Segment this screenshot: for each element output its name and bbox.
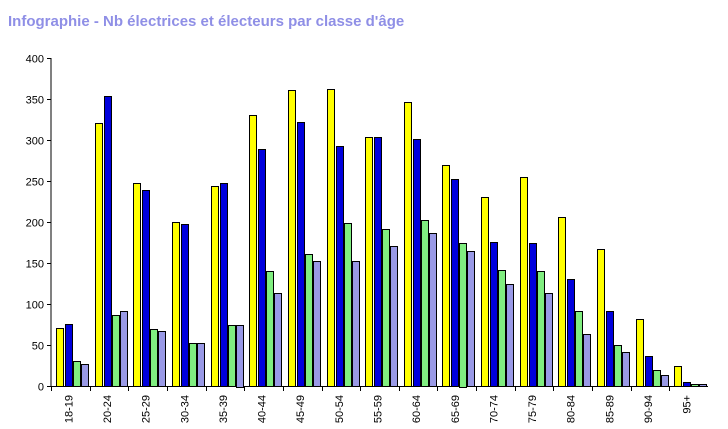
bar — [404, 102, 412, 387]
x-tick-label: 20-24 — [102, 395, 114, 423]
bar — [336, 146, 344, 387]
bar — [56, 328, 64, 387]
x-tick-label: 55-59 — [373, 395, 385, 423]
y-tick-label: 400 — [26, 54, 44, 66]
bar — [661, 375, 669, 387]
bar — [583, 334, 591, 387]
bar — [614, 345, 622, 387]
y-tick-label: 300 — [26, 136, 44, 148]
bar — [181, 224, 189, 387]
bar — [313, 261, 321, 387]
bar — [258, 149, 266, 387]
bar — [172, 222, 180, 387]
x-tick-label: 35-39 — [218, 395, 230, 423]
x-tick-label: 25-29 — [141, 395, 153, 423]
bar — [65, 324, 73, 387]
bar — [228, 325, 236, 387]
y-tick-label: 150 — [26, 259, 44, 271]
y-tick-label: 200 — [26, 218, 44, 230]
x-tick-label: 50-54 — [334, 395, 346, 423]
bar — [104, 96, 112, 387]
bar — [558, 217, 566, 387]
bar — [73, 361, 81, 387]
bar — [390, 246, 398, 387]
bar — [429, 233, 437, 387]
bar — [327, 89, 335, 387]
bar — [266, 271, 274, 387]
bar — [421, 220, 429, 387]
bar — [467, 251, 475, 387]
y-tick-label: 50 — [32, 341, 44, 353]
bar — [352, 261, 360, 387]
x-tick-label: 18-19 — [63, 395, 75, 423]
bar — [506, 284, 514, 387]
bar — [490, 242, 498, 387]
y-tick-label: 100 — [26, 300, 44, 312]
bar — [374, 137, 382, 387]
bar — [120, 311, 128, 387]
bar — [413, 139, 421, 387]
bar — [653, 370, 661, 387]
bar — [606, 311, 614, 387]
bar — [442, 165, 450, 387]
bar — [459, 243, 467, 388]
bar — [133, 183, 141, 387]
x-tick-label: 70-74 — [488, 395, 500, 423]
bar — [211, 186, 219, 387]
bar — [274, 293, 282, 387]
bar — [597, 249, 605, 387]
x-tick-label: 85-89 — [604, 395, 616, 423]
bar — [189, 343, 197, 387]
bar — [305, 254, 313, 387]
x-tick-label: 40-44 — [257, 395, 269, 423]
bar — [112, 315, 120, 387]
x-tick-label: 75-79 — [527, 395, 539, 423]
bar — [220, 183, 228, 387]
x-tick-label: 60-64 — [411, 395, 423, 423]
bar — [691, 384, 699, 387]
bar — [622, 352, 630, 387]
bar — [529, 243, 537, 387]
bar — [365, 137, 373, 387]
bar — [699, 384, 707, 387]
bar — [158, 331, 166, 387]
bar — [95, 123, 103, 387]
y-tick-label: 0 — [38, 382, 44, 394]
bar — [382, 229, 390, 387]
bar — [288, 90, 296, 387]
bar — [674, 366, 682, 387]
bar — [498, 270, 506, 387]
y-tick-label: 250 — [26, 177, 44, 189]
x-tick-label: 80-84 — [566, 395, 578, 423]
bar — [150, 329, 158, 387]
x-tick-label: 90-94 — [643, 395, 655, 423]
bar — [481, 197, 489, 387]
bar — [520, 177, 528, 387]
bar — [297, 122, 305, 387]
x-tick-label: 45-49 — [295, 395, 307, 423]
chart-title: Infographie - Nb électrices et électeurs… — [8, 13, 405, 30]
bar — [249, 115, 257, 387]
bar — [142, 190, 150, 387]
bar — [197, 343, 205, 387]
bar — [537, 271, 545, 387]
x-tick-label: 95+ — [682, 395, 694, 414]
bar — [636, 319, 644, 387]
bar — [683, 382, 691, 387]
x-tick-label: 30-34 — [179, 395, 191, 423]
bar — [344, 223, 352, 387]
bar — [545, 293, 553, 387]
bar — [236, 325, 244, 388]
bar — [575, 311, 583, 387]
bar — [451, 179, 459, 387]
x-tick-label: 65-69 — [450, 395, 462, 423]
bar — [567, 279, 575, 387]
bar — [645, 356, 653, 387]
y-tick-label: 350 — [26, 95, 44, 107]
bar — [81, 364, 89, 387]
